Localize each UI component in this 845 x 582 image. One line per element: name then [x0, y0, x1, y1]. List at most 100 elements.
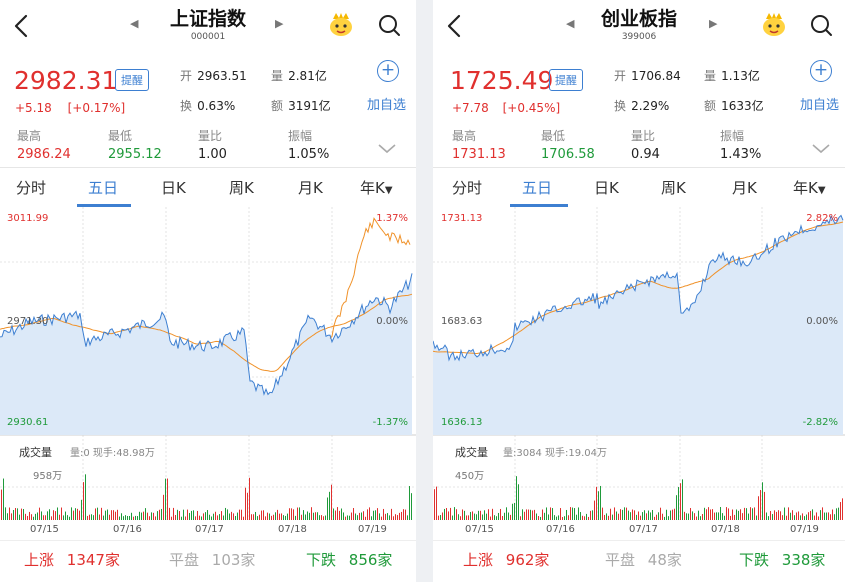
stat-turnover-value: 0.63% — [197, 99, 236, 113]
prev-arrow-icon[interactable]: ◀ — [130, 17, 139, 30]
tab-yearly-k[interactable]: 年K▼ — [793, 177, 826, 198]
add-watchlist-button[interactable]: 加自选 — [800, 98, 840, 113]
volume-bar — [632, 509, 633, 520]
volume-bar — [516, 476, 517, 520]
volume-bar — [738, 510, 739, 520]
plus-circle-icon[interactable]: + — [377, 60, 399, 82]
tab-monthly-k[interactable]: 月K — [298, 179, 323, 197]
mascot-icon[interactable] — [760, 10, 788, 38]
volume-bar — [804, 516, 805, 520]
alert-button[interactable]: 提醒 — [115, 69, 149, 91]
volume-bar — [582, 515, 583, 520]
alert-button[interactable]: 提醒 — [549, 69, 583, 91]
tab-monthly-k[interactable]: 月K — [732, 179, 757, 197]
back-icon[interactable] — [10, 12, 34, 40]
chevron-down-icon[interactable] — [812, 139, 830, 158]
y-mid-label: 1683.63 — [441, 316, 482, 327]
tab-yearly-k[interactable]: 年K▼ — [360, 177, 393, 198]
volume-bar — [387, 513, 388, 520]
period-tabs: 分时 五日 日K 周K 月K 年K▼ — [0, 167, 416, 207]
volume-bar — [558, 515, 559, 520]
price-line — [433, 214, 844, 362]
search-icon[interactable] — [377, 13, 401, 37]
volume-bar — [107, 509, 108, 520]
volume-bar — [129, 515, 130, 520]
add-watchlist-button[interactable]: 加自选 — [367, 98, 407, 113]
stat-volume-label: 量 — [704, 69, 717, 83]
volume-bar — [69, 516, 70, 520]
volume-bar — [476, 514, 477, 520]
plus-circle-icon[interactable]: + — [810, 60, 832, 82]
tab-intraday[interactable]: 分时 — [452, 179, 483, 197]
tab-weekly-k[interactable]: 周K — [661, 179, 686, 197]
volume-bar — [762, 482, 763, 520]
volume-bar — [574, 508, 575, 520]
volume-bar — [137, 516, 138, 520]
tab-yearly-k-label: 年K — [360, 179, 385, 197]
back-icon[interactable] — [443, 12, 467, 40]
date-label: 07/16 — [113, 524, 142, 535]
volume-bar — [169, 507, 170, 520]
tab-daily-k[interactable]: 日K — [161, 179, 186, 197]
date-label: 07/16 — [546, 524, 575, 535]
decliners-count: 856家 — [348, 551, 393, 569]
volume-bar — [151, 512, 152, 520]
five-day-chart[interactable]: 1731.13 1683.63 1636.13 2.82% 0.00% -2.8… — [433, 207, 845, 542]
volume-bar — [243, 516, 244, 520]
volume-bar — [217, 515, 218, 520]
volume-bar — [399, 512, 400, 520]
volume-bar — [728, 508, 729, 520]
chevron-down-icon[interactable] — [378, 139, 396, 158]
volume-bar — [534, 509, 535, 520]
volume-bar — [207, 510, 208, 520]
volume-bar — [644, 510, 645, 520]
next-arrow-icon[interactable]: ▶ — [709, 17, 718, 30]
volume-bar — [175, 515, 176, 520]
tab-weekly-k[interactable]: 周K — [229, 179, 254, 197]
volume-bars — [1, 474, 412, 520]
volume-bar — [692, 511, 693, 520]
average-line — [433, 221, 844, 355]
index-panel-sh: ◀ 上证指数 000001 ▶ 2982.31 提醒 +5.18 [+0.17%… — [0, 0, 416, 582]
volume-bar — [730, 515, 731, 520]
volume-bar — [223, 515, 224, 520]
volume-bar — [255, 511, 256, 520]
tab-five-day[interactable]: 五日 — [88, 179, 119, 197]
volume-bar — [327, 497, 328, 520]
volume-bar — [510, 514, 511, 520]
low-value: 1706.58 — [541, 147, 595, 162]
volume-bar — [337, 507, 338, 520]
volume-bar — [411, 493, 412, 520]
volume-ratio-label: 量比 — [198, 129, 223, 143]
tab-intraday[interactable]: 分时 — [16, 179, 47, 197]
volume-bar — [29, 511, 30, 520]
volume-bar — [37, 512, 38, 520]
volume-bar — [393, 516, 394, 520]
volume-bar — [674, 508, 675, 520]
prev-arrow-icon[interactable]: ◀ — [566, 17, 575, 30]
volume-bar — [405, 509, 406, 520]
volume-bar — [381, 516, 382, 520]
volume-bar — [355, 513, 356, 520]
search-icon[interactable] — [809, 13, 833, 37]
stat-open: 开 2963.51 — [180, 65, 247, 84]
volume-bar — [249, 477, 250, 520]
volume-bar — [690, 508, 691, 520]
volume-bar — [193, 510, 194, 520]
tab-five-day[interactable]: 五日 — [522, 179, 553, 197]
volume-bar — [325, 515, 326, 520]
next-arrow-icon[interactable]: ▶ — [275, 17, 284, 30]
volume-bar — [654, 516, 655, 520]
period-tabs: 分时 五日 日K 周K 月K 年K▼ — [433, 167, 845, 207]
volume-bar — [788, 507, 789, 520]
five-day-chart[interactable]: 3011.99 2971.30 2930.61 1.37% 0.00% -1.3… — [0, 207, 416, 542]
volume-bar — [752, 508, 753, 520]
mascot-icon[interactable] — [327, 10, 355, 38]
volume-bar — [309, 512, 310, 520]
tab-daily-k[interactable]: 日K — [594, 179, 619, 197]
volume-bar — [171, 516, 172, 520]
decliners-count: 338家 — [781, 551, 826, 569]
volume-bar — [9, 507, 10, 520]
volume-bar — [556, 516, 557, 520]
volume-bar — [347, 515, 348, 520]
